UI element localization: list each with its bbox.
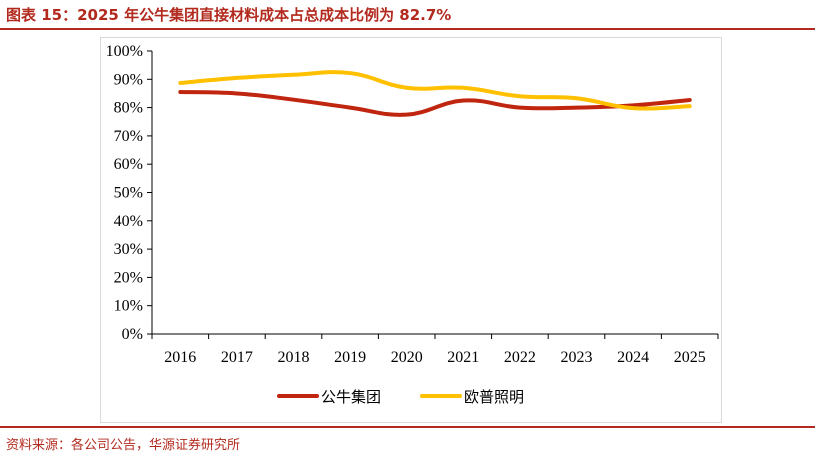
legend-label: 公牛集团 xyxy=(321,388,381,406)
x-tick-label: 2021 xyxy=(447,349,479,366)
x-tick-label: 2023 xyxy=(561,349,593,366)
x-tick-label: 2017 xyxy=(221,349,253,366)
x-tick-label: 2016 xyxy=(164,349,196,366)
y-tick-label: 10% xyxy=(114,298,143,315)
y-tick-label: 50% xyxy=(114,185,143,202)
y-tick-label: 0% xyxy=(122,326,143,343)
series-layer xyxy=(178,70,692,117)
y-tick-label: 80% xyxy=(114,100,143,117)
x-tick-label: 2025 xyxy=(674,349,706,366)
legend: 公牛集团 欧普照明 xyxy=(277,388,524,406)
x-tick-label: 2020 xyxy=(391,349,423,366)
y-tick-label: 30% xyxy=(114,241,143,258)
legend-label: 欧普照明 xyxy=(464,388,524,406)
x-tick-label: 2019 xyxy=(334,349,366,366)
chart-title: 图表 15：2025 年公牛集团直接材料成本占总成本比例为 82.7% xyxy=(6,6,452,24)
y-tick-label: 20% xyxy=(114,269,143,286)
y-tick-label: 40% xyxy=(114,213,143,230)
bottom-divider xyxy=(0,426,815,428)
x-tick-label: 2022 xyxy=(504,349,536,366)
axes: 0% 10% 20% 30% 40% 50% 60% 70% 80% 90% 100% 2016 201… xyxy=(106,43,719,366)
y-tick-label: 60% xyxy=(114,156,143,173)
series-line-1 xyxy=(178,90,692,117)
x-tick-label: 2024 xyxy=(617,349,649,366)
source-note: 资料来源：各公司公告，华源证券研究所 xyxy=(6,438,241,453)
series-line-2 xyxy=(178,70,692,111)
top-divider xyxy=(0,28,815,30)
y-tick-label: 70% xyxy=(114,128,143,145)
y-tick-label: 90% xyxy=(114,71,143,88)
x-tick-label: 2018 xyxy=(278,349,310,366)
plot-border xyxy=(100,37,722,423)
y-tick-label: 100% xyxy=(106,43,143,60)
